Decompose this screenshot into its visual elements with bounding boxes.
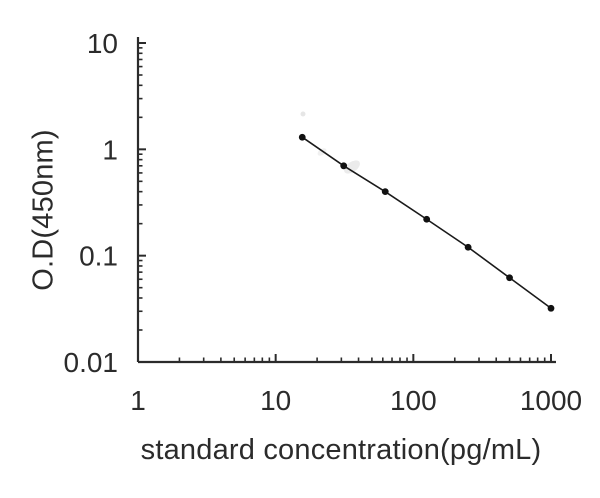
data-point: [547, 304, 555, 312]
scan-smudge: [300, 111, 306, 117]
y-tick-label: 0.01: [64, 347, 119, 378]
y-tick-label: 1: [102, 134, 118, 165]
x-axis-title: standard concentration(pg/mL): [140, 434, 542, 466]
data-point: [423, 215, 431, 223]
x-tick-label: 1000: [520, 385, 582, 416]
series-line: [301, 136, 552, 309]
x-tick-label: 10: [260, 385, 291, 416]
y-tick-label: 0.1: [79, 241, 118, 272]
data-point: [298, 133, 306, 141]
y-tick-label: 10: [87, 28, 118, 59]
x-tick-label: 1: [130, 385, 146, 416]
scan-smudge: [344, 160, 360, 174]
data-point: [340, 162, 348, 170]
data-point: [381, 188, 389, 196]
data-point: [506, 274, 513, 282]
x-tick-label: 100: [390, 385, 437, 416]
y-axis-title: O.D(450nm): [27, 129, 60, 291]
data-point: [464, 243, 472, 251]
